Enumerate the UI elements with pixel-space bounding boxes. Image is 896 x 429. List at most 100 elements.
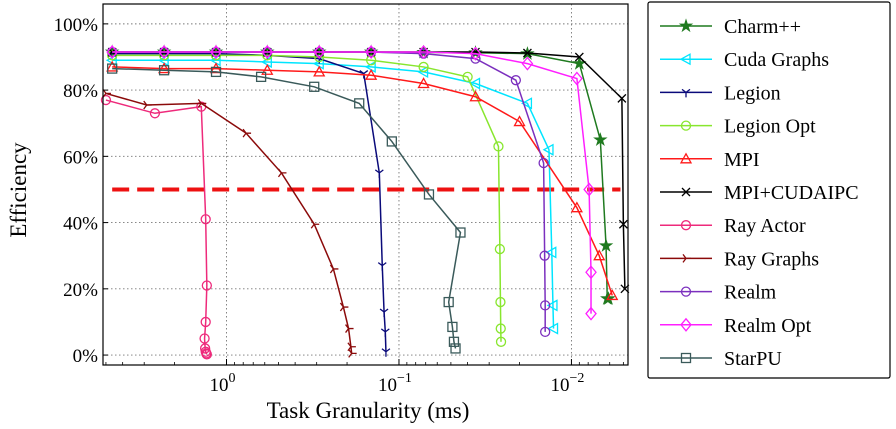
data-point-mpi	[157, 62, 171, 74]
y-tick-label: 60%	[63, 147, 98, 168]
data-point-realm-opt	[583, 182, 595, 197]
data-point-legion-opt	[494, 243, 506, 255]
legend-item-charm: Charm++	[660, 16, 801, 38]
series-line-charm	[112, 51, 609, 300]
data-point-ray-graphs	[310, 219, 320, 229]
data-point-ray-actor	[201, 280, 212, 291]
legend-item-ray-graphs: Ray Graphs	[660, 248, 819, 270]
series-line-cuda-graphs	[112, 59, 555, 329]
legend-marker-realm	[680, 286, 692, 297]
data-point-realm-opt	[106, 45, 119, 60]
data-point-starpu	[210, 66, 222, 78]
data-point-mpi-cudaipc	[618, 219, 628, 229]
series-charm	[104, 44, 616, 305]
data-point-legion-opt	[158, 50, 170, 61]
series-ray-graphs	[102, 89, 357, 358]
series-legion	[107, 50, 391, 357]
data-point-ray-graphs	[277, 168, 287, 178]
data-point-legion	[377, 262, 387, 271]
data-point-legion-opt	[365, 55, 377, 66]
legend-marker-legion	[681, 88, 691, 98]
data-point-legion-opt	[262, 50, 273, 61]
series-mpi-cudaipc	[107, 47, 630, 294]
legend-item-legion: Legion	[660, 82, 781, 104]
data-point-ray-actor	[200, 214, 211, 225]
data-point-legion	[379, 308, 389, 318]
data-point-legion-opt	[107, 50, 118, 61]
data-point-cuda-graphs	[542, 143, 554, 156]
data-point-mpi	[513, 115, 526, 127]
series-layer	[100, 44, 630, 360]
legend-item-mpi-cudaipc: MPI+CUDAIPC	[660, 182, 859, 204]
data-point-mpi	[365, 68, 378, 80]
data-point-mpi	[313, 65, 326, 77]
series-line-ray-actor	[105, 99, 208, 355]
series-line-starpu	[112, 67, 462, 349]
plot-frame	[102, 3, 629, 366]
data-point-starpu	[309, 81, 320, 92]
data-point-starpu	[255, 71, 267, 83]
data-point-starpu	[447, 321, 458, 333]
data-point-starpu	[423, 189, 435, 200]
legend-label-legion: Legion	[724, 82, 781, 104]
data-point-mpi	[261, 63, 274, 75]
data-point-realm	[510, 75, 522, 86]
data-point-charm	[593, 132, 608, 146]
data-point-charm	[598, 238, 614, 252]
data-point-legion-opt	[462, 71, 473, 83]
data-point-mpi-cudaipc	[574, 52, 584, 62]
x-tick-label: 10−1	[378, 371, 412, 396]
data-point-starpu	[455, 227, 466, 238]
data-point-realm	[540, 300, 551, 311]
data-point-cuda-graphs	[417, 65, 429, 78]
legend-item-starpu: StarPU	[660, 348, 782, 370]
legend-marker-ray-actor	[680, 220, 692, 231]
x-tick-base: 10	[209, 375, 228, 396]
data-point-realm	[538, 157, 549, 169]
data-point-realm-opt	[417, 45, 430, 60]
data-point-ray-graphs	[348, 349, 357, 358]
y-tick-label: 80%	[63, 81, 98, 102]
data-point-mpi-cudaipc	[617, 93, 627, 103]
legend-marker-mpi	[679, 152, 693, 164]
series-line-legion-opt	[112, 54, 502, 342]
data-point-ray-graphs	[242, 128, 252, 138]
data-point-starpu	[107, 63, 118, 74]
series-line-mpi	[112, 66, 613, 296]
data-point-realm-opt	[571, 71, 583, 86]
data-point-starpu	[158, 65, 170, 76]
data-point-cuda-graphs	[469, 77, 481, 90]
series-ray-actor	[100, 94, 212, 360]
data-point-mpi	[417, 77, 430, 89]
legend-label-starpu: StarPU	[724, 348, 782, 370]
data-point-legion-opt	[495, 336, 507, 347]
y-axis-label: Efficiency	[6, 142, 31, 238]
legend-marker-charm	[678, 18, 694, 33]
data-point-starpu	[448, 336, 460, 347]
data-point-starpu	[450, 343, 461, 354]
series-realm-opt	[106, 45, 597, 321]
series-legion-opt	[107, 50, 507, 347]
data-point-realm-opt	[469, 46, 482, 61]
series-line-realm-opt	[112, 51, 592, 314]
data-point-starpu	[354, 98, 365, 109]
data-point-cuda-graphs	[521, 97, 533, 110]
data-point-ray-graphs	[197, 98, 207, 108]
data-point-ray-graphs	[329, 264, 339, 274]
data-point-legion	[380, 328, 390, 337]
legend-label-realm: Realm	[724, 282, 777, 304]
data-point-realm	[540, 326, 551, 338]
data-point-realm-opt	[521, 56, 534, 71]
legend-label-cuda-graphs: Cuda Graphs	[724, 49, 829, 71]
data-point-cuda-graphs	[546, 299, 558, 312]
legend-label-mpi: MPI	[724, 149, 760, 171]
data-point-legion-opt	[210, 50, 222, 61]
legend-label-ray-graphs: Ray Graphs	[724, 248, 819, 270]
data-point-ray-graphs	[339, 302, 349, 312]
legend-label-ray-actor: Ray Actor	[724, 215, 806, 237]
data-point-mpi	[606, 289, 619, 301]
data-point-starpu	[443, 296, 454, 308]
data-point-ray-actor	[200, 316, 211, 328]
legend-marker-mpi-cudaipc	[681, 187, 691, 197]
